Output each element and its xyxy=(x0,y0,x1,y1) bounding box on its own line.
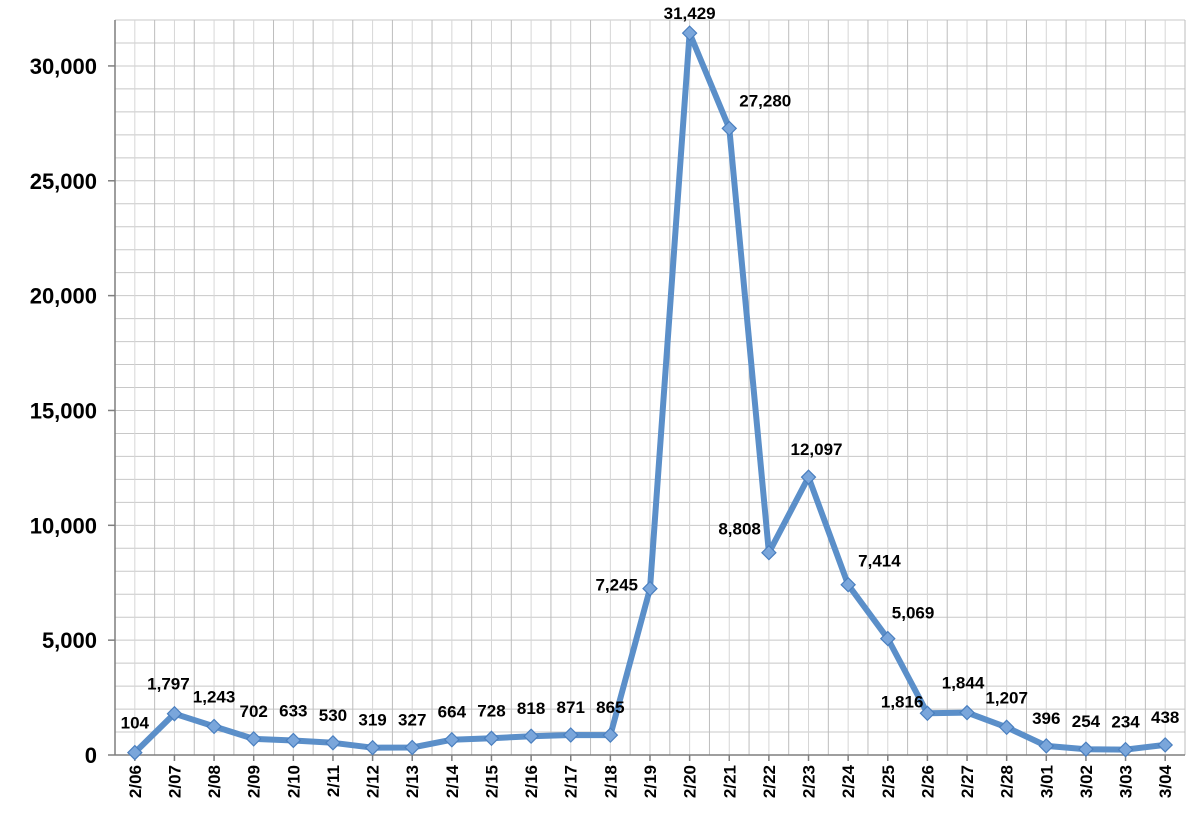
grid xyxy=(114,19,1186,755)
x-tick-label: 2/07 xyxy=(165,765,184,798)
data-point xyxy=(126,744,143,761)
data-point xyxy=(602,727,619,743)
data-label: 728 xyxy=(477,701,505,720)
data-label: 530 xyxy=(319,706,347,725)
x-tick-label: 2/06 xyxy=(126,765,145,798)
y-tick-label: 15,000 xyxy=(30,398,97,423)
data-point xyxy=(1117,741,1134,758)
x-tick-label: 3/04 xyxy=(1156,764,1175,798)
y-tick-label: 20,000 xyxy=(30,284,97,309)
x-tick-label: 2/12 xyxy=(364,765,383,798)
data-label: 104 xyxy=(121,714,150,733)
data-label: 396 xyxy=(1032,709,1060,728)
data-point xyxy=(364,739,381,756)
data-point xyxy=(444,731,460,748)
data-label: 664 xyxy=(438,703,467,722)
data-label: 1,797 xyxy=(147,675,190,694)
data-point xyxy=(325,734,341,751)
y-axis-ticks: 0 5,000 10,000 15,000 20,000 25,000 30,000 xyxy=(30,54,115,768)
data-point xyxy=(562,727,579,743)
data-point xyxy=(721,120,738,137)
x-tick-label: 2/11 xyxy=(324,765,343,797)
x-tick-label: 2/28 xyxy=(998,765,1017,798)
data-label: 327 xyxy=(398,710,426,729)
x-tick-label: 3/01 xyxy=(1037,765,1056,798)
data-label: 818 xyxy=(517,699,545,718)
data-label: 633 xyxy=(279,701,307,720)
x-axis-ticks: 2/06 2/07 2/08 2/09 2/10 2/11 2/12 2/13 2/14 2/15… xyxy=(126,755,1175,798)
data-label: 865 xyxy=(596,698,624,717)
data-label: 1,816 xyxy=(881,692,924,711)
x-tick-label: 2/17 xyxy=(562,765,581,798)
x-tick-label: 3/03 xyxy=(1117,765,1136,798)
x-tick-label: 2/26 xyxy=(918,765,937,798)
data-point xyxy=(800,469,817,485)
data-point xyxy=(642,580,658,597)
data-point xyxy=(404,739,421,756)
data-label: 702 xyxy=(240,702,268,721)
y-tick-label: 30,000 xyxy=(30,54,97,79)
data-point xyxy=(245,731,262,747)
data-label: 319 xyxy=(358,711,386,730)
x-tick-label: 2/09 xyxy=(245,765,264,798)
data-point xyxy=(879,630,896,647)
data-point xyxy=(919,705,936,722)
data-label: 871 xyxy=(557,698,585,717)
data-label: 438 xyxy=(1151,708,1179,727)
y-tick-label: 0 xyxy=(85,743,97,768)
data-label: 1,844 xyxy=(942,674,985,693)
data-point xyxy=(1157,737,1174,753)
data-point xyxy=(166,705,183,722)
data-point xyxy=(285,732,302,749)
x-tick-label: 2/22 xyxy=(760,765,779,798)
x-tick-label: 2/08 xyxy=(205,765,224,798)
x-tick-label: 2/13 xyxy=(403,765,422,798)
data-label: 27,280 xyxy=(739,91,791,110)
x-tick-label: 2/21 xyxy=(720,765,739,798)
data-point xyxy=(206,718,222,735)
data-point xyxy=(1078,741,1094,758)
data-point xyxy=(761,544,777,561)
y-tick-label: 10,000 xyxy=(30,513,97,538)
data-label: 1,243 xyxy=(193,687,236,706)
data-point xyxy=(998,719,1015,736)
data-point xyxy=(840,576,856,593)
x-tick-label: 2/23 xyxy=(800,765,819,798)
x-tick-label: 2/27 xyxy=(958,765,977,798)
y-tick-label: 5,000 xyxy=(42,628,97,653)
data-label: 8,808 xyxy=(718,520,761,539)
data-label: 7,414 xyxy=(858,552,901,571)
data-label: 1,207 xyxy=(985,688,1028,707)
y-tick-label: 25,000 xyxy=(30,169,97,194)
x-tick-label: 2/20 xyxy=(681,765,700,798)
data-label: 12,097 xyxy=(791,440,843,459)
x-tick-label: 2/15 xyxy=(482,765,501,798)
x-tick-label: 2/19 xyxy=(641,765,660,798)
data-label: 7,245 xyxy=(595,576,638,595)
x-tick-label: 2/16 xyxy=(522,765,541,798)
data-point xyxy=(523,728,539,745)
x-tick-label: 2/25 xyxy=(879,765,898,798)
x-tick-label: 2/10 xyxy=(284,765,303,798)
data-label: 254 xyxy=(1072,712,1101,731)
x-tick-label: 2/24 xyxy=(839,764,858,798)
data-point xyxy=(681,25,698,41)
data-label: 5,069 xyxy=(892,604,935,623)
x-tick-label: 3/02 xyxy=(1077,765,1096,798)
data-label: 31,429 xyxy=(664,4,716,23)
data-label: 234 xyxy=(1111,713,1140,732)
x-tick-label: 2/14 xyxy=(443,764,462,798)
data-point xyxy=(959,704,975,721)
x-tick-label: 2/18 xyxy=(601,765,620,798)
data-point xyxy=(483,730,500,747)
data-point xyxy=(1038,738,1055,754)
series-markers xyxy=(126,25,1174,761)
